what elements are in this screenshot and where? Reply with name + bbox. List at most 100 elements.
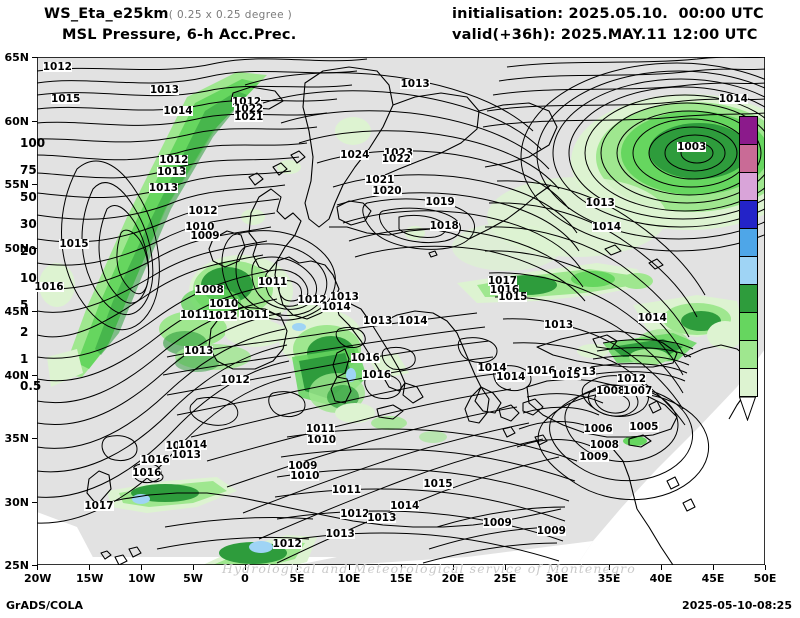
contour-label: 1014 [477,362,507,375]
x-tick-mark [661,565,662,570]
contour-label: 1016 [140,453,170,466]
contour-label: 1013 [325,527,355,540]
y-tick-label: 30N [4,495,29,509]
contour-label: 1008 [589,438,619,451]
x-tick-mark [89,565,90,570]
colorbar-below-threshold-arrow [738,396,757,422]
colorbar-tick-label: 20 [20,244,37,258]
contour-label: 1020 [372,184,402,197]
model-title: WS_Eta_e25km( 0.25 x 0.25 degree ) [44,6,292,22]
x-tick-label: 25E [493,572,517,585]
contour-label: 1003 [677,141,707,154]
contour-label: 1013 [367,512,397,525]
x-tick-label: 10W [128,572,156,585]
contour-label: 1016 [489,283,520,296]
contour-label: 1015 [423,477,453,490]
contour-label: 1012 [42,61,72,74]
colorbar-tick-label: 75 [20,163,37,177]
contour-label: 1012 [340,508,370,521]
contour-label: 1015 [51,93,81,106]
colorbar-band [739,145,758,173]
x-tick-mark [453,565,454,570]
contour-label: 1024 [340,149,370,162]
y-tick-label: 60N [4,114,29,128]
x-tick-mark [349,565,350,570]
x-tick-label: 30E [545,572,569,585]
footer-credit: GrADS/COLA [6,599,83,612]
y-tick-label: 35N [4,432,29,445]
x-tick-mark [245,565,246,570]
colorbar-tick-label: 30 [20,217,37,231]
x-tick-label: 5W [183,572,203,585]
mslp-contours [37,57,765,564]
contour-label: 1013 [363,315,393,328]
contour-label: 1009 [482,517,512,530]
y-tick-label: 45N [4,305,29,318]
contour-label: 1016 [34,281,64,294]
y-tick-mark [32,184,37,185]
contour-label: 1010 [209,297,239,310]
x-tick-mark [37,565,38,570]
initialisation-time: initialisation: 2025.05.10. 00:00 UTC [452,6,764,22]
contour-label: 1012 [208,310,238,323]
colorbar-band [739,313,758,341]
x-tick-label: 50E [753,572,777,585]
colorbar-tick-label: 0.5 [20,379,42,393]
contour-label: 1012 [220,373,250,386]
contour-label: 1023 [383,146,414,159]
contour-label: 1014 [321,301,351,314]
contour-label: 1011 [305,423,336,436]
y-tick-mark [32,311,37,312]
x-tick-label: 45E [701,572,725,585]
x-tick-mark [505,565,506,570]
x-tick-mark [609,565,610,570]
low-centre-rings [520,62,765,252]
y-tick-label: 55N [4,178,29,191]
contour-label: 1016 [362,368,392,381]
contour-label: 1013 [171,448,201,461]
contour-label: 1015 [551,368,581,381]
colorbar-band [739,257,758,285]
x-tick-mark [297,565,298,570]
weather-map-plot [37,57,765,565]
contour-label: 1014 [718,93,748,106]
contour-label: 1016 [132,466,162,479]
contour-label: 1021 [365,174,395,187]
x-tick-label: 20W [24,572,52,585]
contour-label: 1019 [425,196,455,209]
contour-label: 1022 [381,152,411,165]
colorbar-band [739,341,758,369]
contour-label: 1008 [194,283,224,296]
contour-label: 1013 [184,344,214,357]
contour-label: 1014 [163,104,193,117]
colorbar-tick-label: 50 [20,190,37,204]
contour-label: 1017 [487,274,518,287]
model-resolution: ( 0.25 x 0.25 degree ) [168,9,293,21]
x-tick-label: 15W [76,572,104,585]
coastlines [86,66,754,565]
y-tick-mark [32,438,37,439]
valid-time: valid(+36h): 2025.MAY.11 12:00 UTC [452,27,758,43]
y-tick-label: 25N [4,559,29,572]
colorbar-band [739,201,758,229]
precipitation-colorbar [738,116,758,422]
y-tick-label: 65N [4,51,29,64]
contour-label: 1012 [232,95,262,108]
contour-label: 1016 [350,352,380,365]
field-title: MSL Pressure, 6-h Acc.Prec. [62,27,297,43]
x-tick-label: 10E [337,572,361,585]
y-tick-mark [32,565,37,566]
x-tick-mark [401,565,402,570]
contour-label: 1014 [177,438,208,451]
x-tick-mark [765,565,766,570]
colorbar-tick-label: 10 [20,271,37,285]
contour-label: 1011 [180,309,210,322]
contour-label: 1006 [583,423,613,436]
x-tick-label: 5E [289,572,305,585]
x-tick-label: 40E [649,572,673,585]
contour-label: 1013 [149,84,180,97]
model-name: WS_Eta_e25km [44,6,169,22]
contour-label: 1013 [585,197,615,210]
y-tick-mark [32,120,37,122]
y-tick-mark [32,374,37,376]
